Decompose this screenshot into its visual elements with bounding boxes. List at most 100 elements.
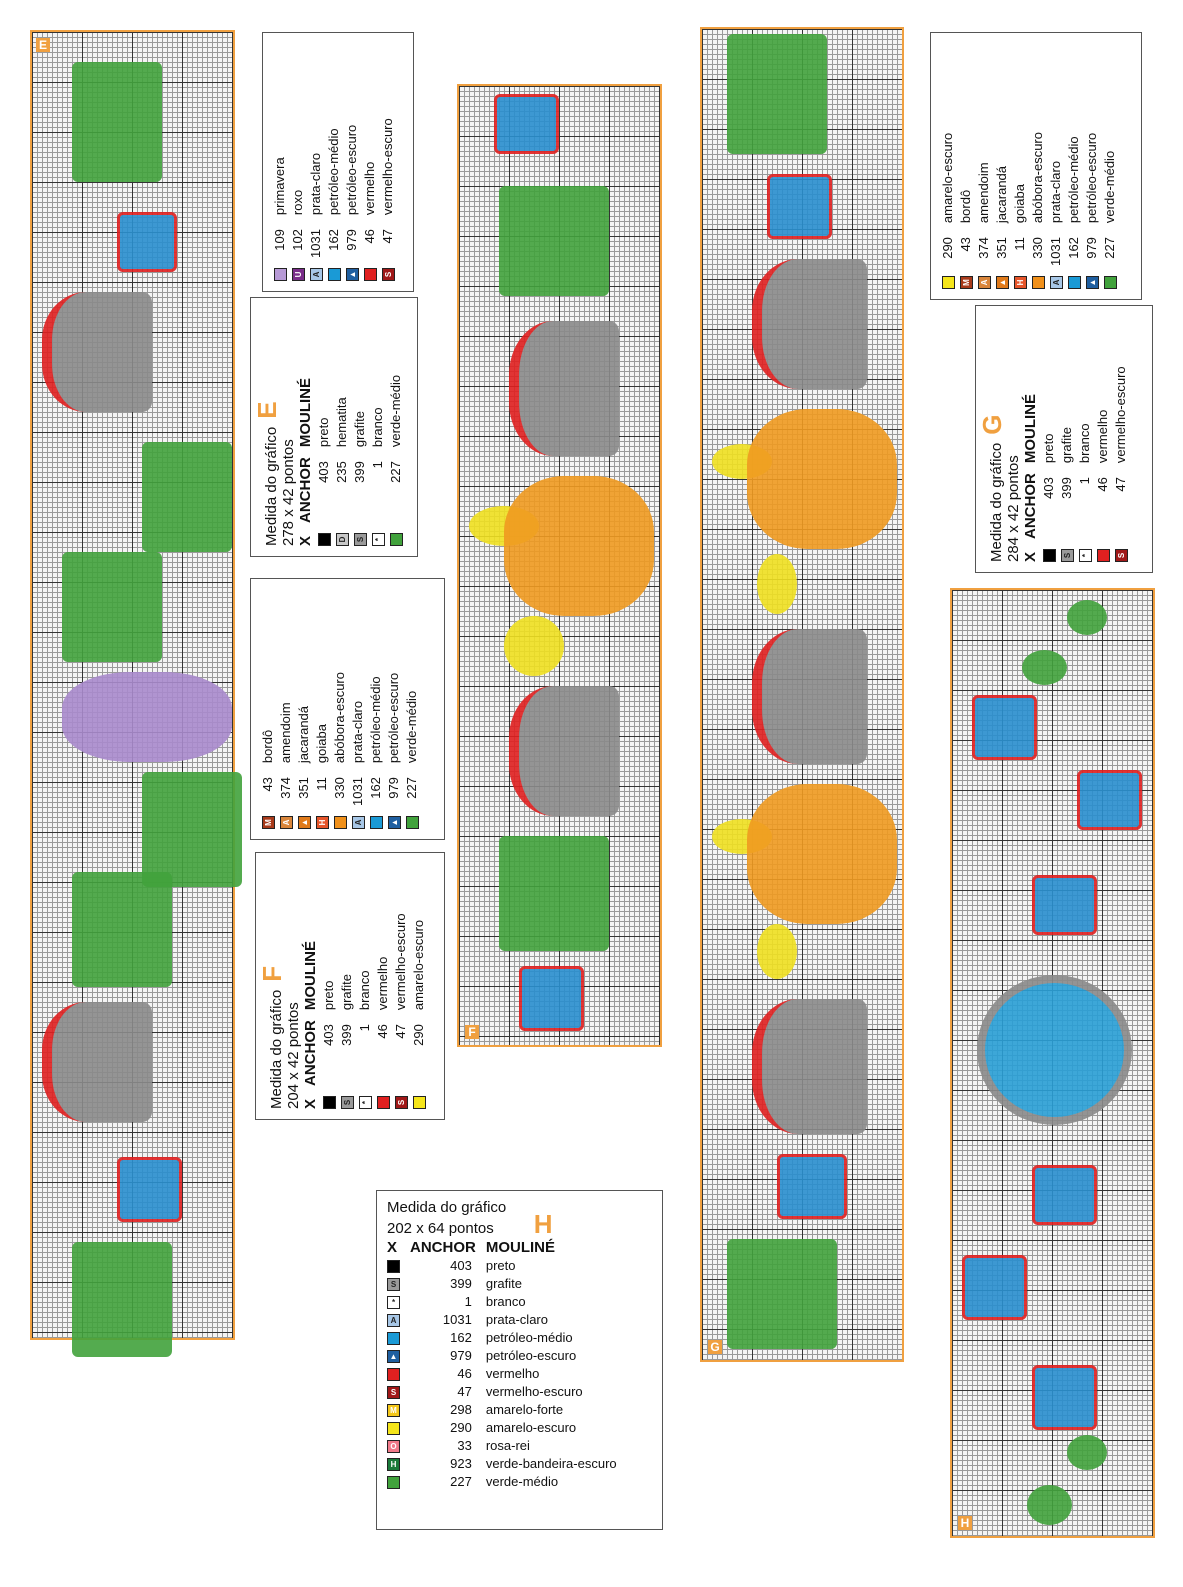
anchor-number: 1 (1077, 477, 1092, 485)
mouline-name: preto (1041, 433, 1056, 464)
chart-e-grid: E (30, 30, 242, 1357)
tree-motif (499, 836, 609, 951)
mouline-name: verde-médio (388, 374, 403, 448)
legend-row: * 1 branco (387, 1293, 627, 1311)
legend-row: H 923 verde-bandeira-escuro (387, 1455, 627, 1473)
shoe-motif (752, 259, 867, 389)
anchor-number: 162 (1066, 237, 1081, 259)
anchor-number: 351 (296, 777, 311, 799)
color-swatch: ▲ (346, 268, 360, 281)
color-swatch: S (1115, 549, 1129, 562)
legend-f-main: Medida do gráfico F 204 x 42 pontos X ANC… (255, 852, 445, 1120)
legend-g-extra-wrap: 290 amarelo-escuro M 43 bordô A 374 amendoim ▲ 35… (930, 32, 1142, 300)
tree-motif (62, 552, 162, 662)
color-swatch: S (387, 1386, 400, 1400)
anchor-number: 979 (1084, 237, 1099, 259)
legend-row: ▲ 351 jacarandá (295, 662, 313, 829)
anchor-number: 290 (450, 1420, 472, 1435)
tree-motif (727, 1239, 837, 1349)
mouline-name: petróleo-escuro (485, 1348, 577, 1363)
gift-motif (494, 94, 559, 154)
mouline-name: vermelho-escuro (485, 1384, 583, 1399)
anchor-number: 374 (976, 237, 991, 259)
legend-row: S 399 grafite (1058, 356, 1076, 562)
anchor-number: 351 (994, 237, 1009, 259)
color-swatch: A (1050, 276, 1064, 289)
legend-row: ▲ 979 petróleo-escuro (1083, 122, 1101, 289)
anchor-number: 298 (450, 1402, 472, 1417)
legend-row: 227 verde-médio (387, 365, 405, 546)
legend-e-size: 278 x 42 pontos (280, 439, 297, 546)
legend-row: A 1031 prata-claro (1047, 122, 1065, 289)
legend-row: * 1 branco (356, 903, 374, 1109)
color-swatch: A (387, 1314, 400, 1328)
gift-motif (1032, 1165, 1097, 1225)
mouline-name: petróleo-escuro (386, 672, 401, 764)
legend-row: 290 amarelo-escuro (410, 903, 428, 1109)
legend-g-title: Medida do gráfico (988, 442, 1005, 562)
legend-g-head: X ANCHOR MOULINÉ (1022, 393, 1039, 562)
mouline-name: amarelo-escuro (411, 919, 426, 1011)
legend-row: A 1031 prata-claro (387, 1311, 627, 1329)
mouline-name: vermelho (375, 956, 390, 1011)
color-swatch: * (372, 533, 386, 546)
legend-row: A 374 amendoim (277, 662, 295, 829)
gift-motif (117, 212, 177, 272)
color-swatch: * (359, 1096, 373, 1109)
gift-motif (777, 1154, 847, 1219)
anchor-number: 47 (393, 1024, 408, 1039)
anchor-number: 399 (339, 1024, 354, 1046)
legend-f-extra-table: M 43 bordô A 374 amendoim ▲ 351 jacarandá H 11 goia… (259, 662, 421, 829)
music-note-motif (1067, 1435, 1107, 1470)
legend-g-size: 284 x 42 pontos (1005, 455, 1022, 562)
legend-e-title: Medida do gráfico (263, 426, 280, 546)
color-swatch (1097, 549, 1111, 562)
legend-f-letter: F (257, 965, 287, 982)
color-swatch: A (978, 276, 992, 289)
legend-row: H 11 goiaba (313, 662, 331, 829)
tree-motif (727, 34, 827, 154)
anchor-number: 979 (344, 229, 359, 251)
color-swatch: S (387, 1278, 400, 1292)
legend-h-letter: H (533, 1209, 553, 1239)
legend-row: 162 petróleo-médio (1065, 122, 1083, 289)
mouline-name: prata-claro (308, 152, 323, 216)
anchor-number: 1 (464, 1294, 472, 1309)
legend-row: ▲ 979 petróleo-escuro (385, 662, 403, 829)
anchor-number: 979 (386, 777, 401, 799)
antler-motif (504, 616, 564, 676)
color-swatch (387, 1332, 400, 1346)
legend-row: S 47 vermelho-escuro (1112, 356, 1130, 562)
legend-row: 290 amarelo-escuro (939, 122, 957, 289)
anchor-number: 330 (332, 777, 347, 799)
legend-e-main-table: X ANCHOR MOULINÉ 403 preto D 235 hematita S 39… (297, 365, 405, 546)
anchor-number: 162 (368, 777, 383, 799)
color-swatch: U (292, 268, 306, 281)
mouline-name: bordô (260, 729, 275, 764)
mouline-name: jacarandá (994, 165, 1009, 224)
legend-row: S 399 grafite (351, 365, 369, 546)
anchor-number: 1 (357, 1024, 372, 1032)
legend-row: H 11 goiaba (1011, 122, 1029, 289)
color-swatch: H (387, 1458, 400, 1472)
color-swatch (318, 533, 332, 546)
anchor-number: 47 (457, 1384, 472, 1399)
anchor-number: 1 (370, 461, 385, 469)
anchor-number: 399 (1059, 477, 1074, 499)
mouline-name: petróleo-médio (485, 1330, 573, 1345)
antler-motif (757, 924, 797, 979)
legend-row: 330 abóbora-escuro (1029, 122, 1047, 289)
anchor-number: 290 (940, 237, 955, 259)
anchor-number: 227 (404, 777, 419, 799)
gift-motif (1077, 770, 1142, 830)
mouline-name: bordô (958, 189, 973, 224)
legend-row: U 102 roxo (289, 108, 307, 281)
mouline-name: verde-médio (404, 690, 419, 764)
mouline-name: vermelho (362, 161, 377, 216)
color-swatch: A (352, 816, 366, 829)
mouline-name: roxo (290, 189, 305, 216)
legend-row: 330 abóbora-escuro (331, 662, 349, 829)
legend-f-main-wrap: Medida do gráfico F 204 x 42 pontos X ANC… (255, 852, 445, 1120)
gift-motif (1032, 1365, 1097, 1430)
mouline-name: preto (316, 417, 331, 448)
